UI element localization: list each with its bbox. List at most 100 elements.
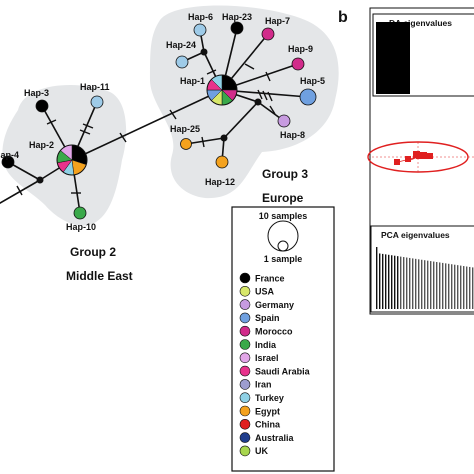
dapc-point	[416, 154, 421, 159]
edge	[185, 137, 225, 145]
group-2-title: Group 2	[70, 245, 116, 259]
legend-swatch	[239, 379, 251, 390]
mutation-tick	[244, 63, 255, 70]
dapc-scatter	[367, 141, 474, 173]
hap-24-node	[175, 55, 189, 69]
pca-eigen-bar	[403, 257, 405, 309]
legend-label: France	[255, 273, 285, 283]
hap-2-pie	[56, 144, 88, 176]
legend-label: China	[255, 420, 281, 430]
hap-9-node	[291, 57, 305, 71]
dapc-point	[405, 156, 411, 162]
legend-swatch	[239, 272, 251, 284]
legend-swatch	[239, 392, 251, 404]
hap-1-pie	[206, 74, 238, 106]
hap-label: Hap-12	[205, 177, 235, 187]
pca-eigen-bar	[430, 261, 432, 309]
pca-eigen-bar	[457, 265, 459, 309]
pca-eigen-bar	[376, 247, 378, 309]
hap-label: Hap-8	[280, 130, 305, 140]
mutation-tick	[169, 109, 177, 120]
pca-eigen-bar	[436, 262, 438, 309]
legend-swatch	[239, 405, 251, 417]
pca-eigen-bar	[445, 263, 447, 309]
pca-eigen-bar	[469, 266, 471, 309]
legend-label: Morocco	[255, 327, 293, 337]
pca-eigen-bar	[424, 260, 426, 309]
hap-label: Hap-11	[80, 82, 110, 92]
legend-label: Germany	[255, 300, 294, 310]
group-2-subtitle: Middle East	[66, 269, 133, 283]
pca-eigen-bars	[376, 247, 474, 309]
mutation-tick	[206, 69, 217, 75]
hap-8-node	[277, 114, 291, 128]
pca-eigen-bar	[433, 261, 435, 309]
edge	[71, 89, 223, 161]
edge	[0, 179, 41, 205]
mutation-tick	[46, 119, 57, 125]
mutation-tick	[119, 132, 127, 143]
pca-eigen-bar	[442, 262, 444, 309]
legend-swatch	[239, 285, 251, 297]
hap-label: Hap-4	[0, 150, 19, 160]
da-eigen-bar	[376, 22, 410, 94]
hap-label: Hap-23	[222, 12, 252, 22]
legend-label: UK	[255, 446, 268, 456]
legend-size-small-label: 1 sample	[264, 254, 303, 264]
edge	[223, 101, 259, 139]
dapc-point	[427, 153, 433, 159]
legend-swatch	[239, 418, 251, 430]
pca-eigen-bar	[394, 255, 396, 309]
hap-label: Hap-10	[66, 222, 96, 232]
mutation-tick	[201, 136, 205, 148]
pca-eigen-bar	[472, 267, 474, 309]
median-vector	[200, 48, 208, 56]
legend-swatch	[239, 432, 251, 443]
hap-5-node	[299, 88, 317, 106]
pca-eigen-bar	[400, 256, 402, 309]
pca-eigen-bar	[463, 266, 465, 309]
pie-outline	[206, 74, 238, 106]
median-vector	[254, 98, 262, 106]
da-eigen-title: DA eigenvalues	[389, 18, 452, 28]
hap-label: Hap-1	[180, 76, 205, 86]
legend-label: Turkey	[255, 393, 284, 403]
pca-eigen-bar	[454, 264, 456, 309]
hap-12-node	[215, 155, 229, 169]
pca-eigen-bar	[391, 255, 393, 309]
legend: 10 samples 1 sample France USA Germany Spai…	[231, 206, 335, 472]
hap-3-node	[35, 99, 49, 113]
pca-eigen-bar	[388, 254, 390, 309]
hap-25-node	[180, 138, 192, 150]
hap-label: Hap-7	[265, 16, 290, 26]
pca-eigen-bar	[466, 266, 468, 309]
pca-eigen-bar	[448, 263, 450, 309]
hap-label: Hap-2	[29, 140, 54, 150]
hap-label: Hap-3	[24, 88, 49, 98]
group-3-subtitle: Europe	[262, 191, 304, 205]
legend-swatch	[239, 299, 251, 310]
mutation-tick	[16, 185, 23, 196]
hap-4-node	[1, 155, 15, 169]
pca-eigen-bar	[397, 256, 399, 309]
pca-eigen-bar	[439, 262, 441, 309]
mutation-tick	[79, 129, 91, 135]
mutation-tick	[265, 71, 271, 82]
median-vector	[36, 176, 44, 184]
mutation-tick	[269, 105, 276, 115]
hap-10-node	[73, 206, 87, 220]
hap-label: Hap-25	[170, 124, 200, 134]
pca-eigen-bar	[412, 258, 414, 309]
hap-11-node	[90, 95, 104, 109]
legend-label: Spain	[255, 313, 280, 323]
panel-b-label: b	[338, 9, 348, 26]
hap-6-node	[193, 23, 207, 37]
legend-label: Israel	[255, 353, 279, 363]
hap-label: Hap-5	[300, 76, 325, 86]
pca-eigen-bar	[451, 264, 453, 309]
legend-swatch	[239, 352, 251, 364]
pca-eigen-bar	[418, 259, 420, 309]
mutation-tick	[262, 90, 268, 101]
legend-swatch	[239, 312, 251, 324]
dapc-point	[420, 152, 427, 159]
